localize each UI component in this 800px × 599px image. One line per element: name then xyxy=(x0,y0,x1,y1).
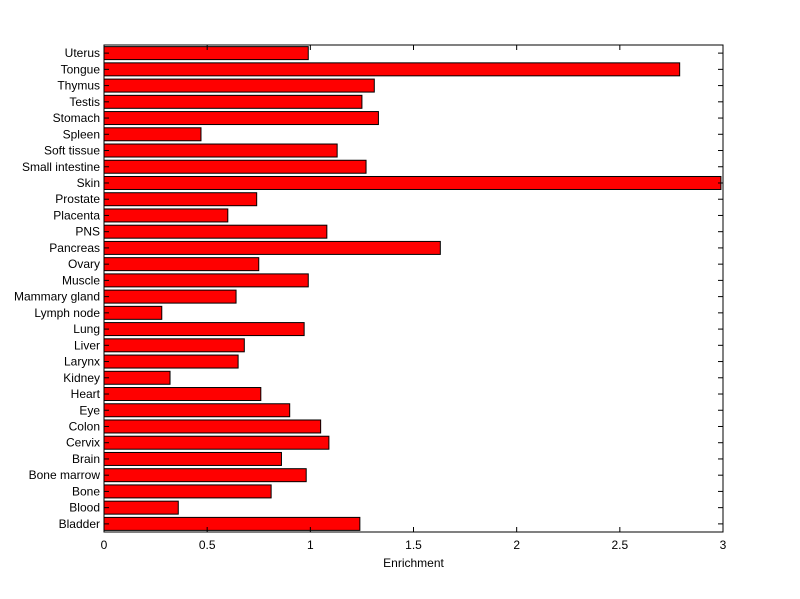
y-tick-label: Eye xyxy=(79,403,100,417)
bar-heart xyxy=(103,387,262,402)
bar-mammary-gland xyxy=(103,289,237,304)
y-tick-label: PNS xyxy=(75,225,100,239)
x-axis-label: Enrichment xyxy=(383,556,444,570)
bar-small-intestine xyxy=(103,159,367,174)
labels-layer: Uterus Tongue Thymus Testis Stomach Spleen Sof… xyxy=(14,46,727,552)
bar-skin xyxy=(103,175,722,190)
x-tick-label: 2.5 xyxy=(611,538,628,552)
y-tick-label: Skin xyxy=(77,176,100,190)
y-tick-label: Liver xyxy=(74,338,100,352)
x-tick-label: 1 xyxy=(307,538,314,552)
y-tick-label: Bone marrow xyxy=(29,468,101,482)
y-tick-label: Small intestine xyxy=(22,160,100,174)
bar-tongue xyxy=(103,62,681,77)
y-tick-label: Uterus xyxy=(65,46,100,60)
bar-kidney xyxy=(103,370,171,385)
bar-liver xyxy=(103,338,245,353)
bar-ovary xyxy=(103,257,260,272)
y-tick-label: Placenta xyxy=(53,208,100,222)
bar-colon xyxy=(103,419,322,434)
y-tick-label: Pancreas xyxy=(49,241,100,255)
bar-eye xyxy=(103,403,291,418)
bar-blood xyxy=(103,500,179,515)
x-tick-label: 0.5 xyxy=(199,538,216,552)
y-tick-label: Brain xyxy=(72,452,100,466)
y-tick-label: Testis xyxy=(69,95,100,109)
bar-spleen xyxy=(103,127,202,142)
y-tick-label: Kidney xyxy=(63,371,100,385)
bar-bladder xyxy=(103,516,361,531)
bar-bone-marrow xyxy=(103,468,307,483)
bars-layer xyxy=(103,46,722,531)
bar-cervix xyxy=(103,435,330,450)
bar-pns xyxy=(103,224,328,239)
x-tick-label: 2 xyxy=(513,538,520,552)
y-tick-label: Heart xyxy=(71,387,101,401)
y-tick-label: Spleen xyxy=(63,127,100,141)
bar-thymus xyxy=(103,78,375,93)
bar-soft-tissue xyxy=(103,143,338,158)
y-tick-label: Cervix xyxy=(66,436,100,450)
y-tick-label: Muscle xyxy=(62,273,100,287)
y-tick-label: Ovary xyxy=(68,257,100,271)
y-tick-label: Soft tissue xyxy=(44,144,100,158)
y-tick-label: Lymph node xyxy=(34,306,100,320)
y-tick-label: Prostate xyxy=(55,192,100,206)
y-tick-label: Thymus xyxy=(57,79,100,93)
y-tick-label: Mammary gland xyxy=(14,290,100,304)
bar-lung xyxy=(103,322,305,337)
bar-muscle xyxy=(103,273,309,288)
bar-stomach xyxy=(103,111,379,126)
x-tick-label: 1.5 xyxy=(405,538,422,552)
bar-testis xyxy=(103,94,363,109)
y-tick-label: Tongue xyxy=(61,62,101,76)
bar-bone xyxy=(103,484,272,499)
bar-pancreas xyxy=(103,240,441,255)
y-tick-label: Colon xyxy=(69,419,100,433)
bar-brain xyxy=(103,451,282,466)
x-tick-label: 3 xyxy=(720,538,727,552)
bar-prostate xyxy=(103,192,258,207)
y-tick-label: Bone xyxy=(72,484,100,498)
bar-larynx xyxy=(103,354,239,369)
bar-placenta xyxy=(103,208,229,223)
ticks-layer xyxy=(103,45,724,532)
bar-lymph-node xyxy=(103,305,163,320)
y-tick-label: Bladder xyxy=(59,517,100,531)
bar-uterus xyxy=(103,46,309,61)
y-tick-label: Lung xyxy=(73,322,100,336)
y-tick-label: Stomach xyxy=(53,111,100,125)
y-tick-label: Larynx xyxy=(64,355,100,369)
y-tick-label: Blood xyxy=(69,501,100,515)
x-tick-label: 0 xyxy=(101,538,108,552)
